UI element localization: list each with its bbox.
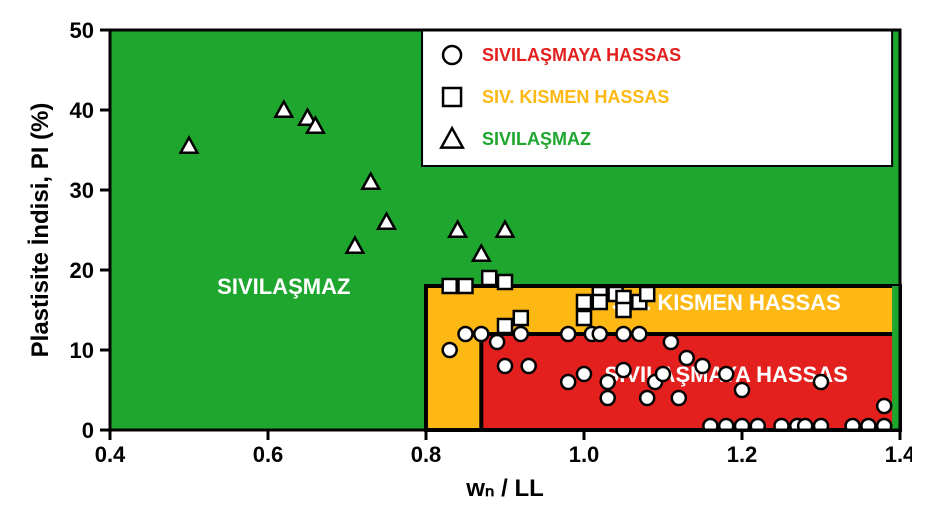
marker-circle (522, 359, 536, 373)
marker-circle (498, 359, 512, 373)
x-tick-label: 1.0 (569, 442, 600, 467)
legend-label: SIV. KISMEN HASSAS (482, 87, 669, 107)
marker-circle (474, 327, 488, 341)
legend-label: SIVILAŞMAZ (482, 129, 591, 149)
y-tick-label: 0 (82, 418, 94, 443)
marker-square (498, 275, 512, 289)
marker-circle (696, 359, 710, 373)
marker-circle (632, 327, 646, 341)
x-tick-label: 0.8 (411, 442, 442, 467)
marker-circle (719, 367, 733, 381)
marker-square (593, 295, 607, 309)
marker-circle (561, 375, 575, 389)
x-axis-label: wₙ / LL (465, 475, 544, 501)
x-tick-label: 0.4 (95, 442, 126, 467)
marker-circle (443, 343, 457, 357)
marker-circle (593, 327, 607, 341)
marker-square (577, 311, 591, 325)
marker-circle (561, 327, 575, 341)
marker-circle (680, 351, 694, 365)
x-tick-label: 1.2 (727, 442, 758, 467)
marker-circle (640, 391, 654, 405)
x-tick-label: 1.4 (885, 442, 912, 467)
x-tick-label: 0.6 (253, 442, 284, 467)
marker-square (640, 287, 654, 301)
y-tick-label: 50 (70, 20, 94, 43)
marker-square (577, 295, 591, 309)
marker-square (514, 311, 528, 325)
marker-square (443, 279, 457, 293)
marker-square (617, 303, 631, 317)
marker-circle (664, 335, 678, 349)
marker-square (443, 88, 461, 106)
y-tick-label: 10 (70, 338, 94, 363)
marker-square (459, 279, 473, 293)
marker-circle (656, 367, 670, 381)
zone-label-green: SIVILAŞMAZ (217, 274, 350, 299)
marker-circle (443, 46, 461, 64)
marker-circle (601, 375, 615, 389)
marker-square (482, 271, 496, 285)
marker-circle (735, 383, 749, 397)
y-tick-label: 40 (70, 98, 94, 123)
y-tick-label: 20 (70, 258, 94, 283)
marker-square (498, 319, 512, 333)
marker-circle (617, 363, 631, 377)
marker-circle (814, 375, 828, 389)
marker-circle (577, 367, 591, 381)
marker-circle (490, 335, 504, 349)
marker-circle (514, 327, 528, 341)
y-tick-label: 30 (70, 178, 94, 203)
legend-label: SIVILAŞMAYA HASSAS (482, 45, 681, 65)
chart-container: SIVILAŞMAZ SIV. KISMEN HASSAS SIVILAŞMAYA … (20, 20, 912, 501)
marker-circle (601, 391, 615, 405)
liquefaction-chart: SIVILAŞMAZ SIV. KISMEN HASSAS SIVILAŞMAYA … (20, 20, 912, 501)
y-axis-label: Plastisite İndisi, PI (%) (27, 103, 54, 358)
marker-circle (617, 327, 631, 341)
marker-circle (672, 391, 686, 405)
marker-circle (459, 327, 473, 341)
marker-circle (877, 399, 891, 413)
